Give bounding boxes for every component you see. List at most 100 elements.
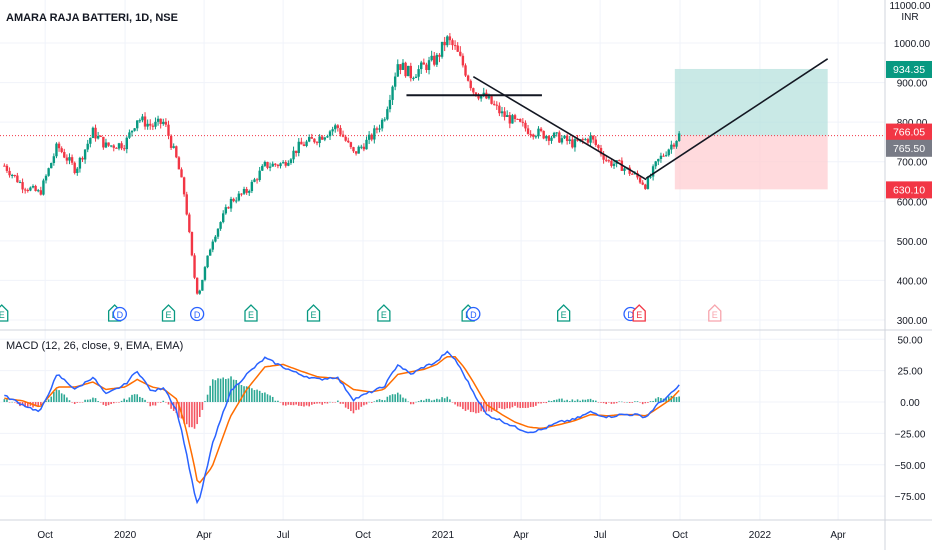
candle-body[interactable] bbox=[466, 75, 470, 81]
candle-body[interactable] bbox=[266, 161, 269, 168]
macd-histogram-bar[interactable] bbox=[535, 402, 537, 406]
macd-histogram-bar[interactable] bbox=[529, 402, 532, 408]
macd-histogram-bar[interactable] bbox=[73, 402, 76, 405]
macd-histogram-bar[interactable] bbox=[225, 379, 227, 403]
candle-body[interactable] bbox=[115, 147, 118, 149]
macd-histogram-bar[interactable] bbox=[40, 402, 42, 406]
candle-body[interactable] bbox=[274, 163, 277, 165]
candle-body[interactable] bbox=[469, 80, 472, 89]
macd-histogram-bar[interactable] bbox=[290, 402, 292, 406]
macd-histogram-bar[interactable] bbox=[495, 402, 498, 411]
macd-histogram-bar[interactable] bbox=[678, 396, 680, 403]
macd-histogram-bar[interactable] bbox=[428, 398, 430, 403]
candle-body[interactable] bbox=[112, 145, 115, 148]
candle-body[interactable] bbox=[326, 136, 329, 138]
macd-histogram-bar[interactable] bbox=[326, 402, 329, 404]
macd-histogram-bar[interactable] bbox=[339, 402, 342, 404]
candle-body[interactable] bbox=[459, 51, 462, 56]
candle-body[interactable] bbox=[396, 64, 399, 77]
candle-body[interactable] bbox=[292, 150, 295, 160]
candle-body[interactable] bbox=[195, 277, 199, 294]
candle-body[interactable] bbox=[313, 138, 316, 143]
candle-body[interactable] bbox=[565, 135, 569, 142]
candle-body[interactable] bbox=[521, 121, 525, 123]
candle-body[interactable] bbox=[555, 132, 558, 134]
macd-histogram-bar[interactable] bbox=[274, 400, 277, 403]
macd-histogram-bar[interactable] bbox=[185, 402, 188, 425]
macd-histogram-bar[interactable] bbox=[381, 399, 383, 403]
candle-body[interactable] bbox=[568, 139, 571, 142]
candle-body[interactable] bbox=[610, 160, 613, 166]
macd-histogram-bar[interactable] bbox=[11, 401, 13, 403]
macd-histogram-bar[interactable] bbox=[545, 402, 548, 404]
candle-body[interactable] bbox=[255, 179, 259, 181]
candle-body[interactable] bbox=[406, 65, 410, 77]
candle-body[interactable] bbox=[222, 213, 225, 223]
macd-histogram-bar[interactable] bbox=[459, 402, 462, 407]
macd-histogram-bar[interactable] bbox=[47, 399, 50, 403]
candle-body[interactable] bbox=[29, 187, 32, 191]
macd-histogram-bar[interactable] bbox=[657, 397, 660, 403]
candle-body[interactable] bbox=[60, 148, 63, 153]
macd-histogram-bar[interactable] bbox=[446, 396, 449, 403]
candle-body[interactable] bbox=[68, 157, 71, 161]
projection-line[interactable] bbox=[645, 58, 829, 180]
macd-histogram-bar[interactable] bbox=[347, 402, 350, 410]
candle-body[interactable] bbox=[78, 157, 82, 169]
macd-histogram-bar[interactable] bbox=[639, 402, 641, 403]
dividend-marker[interactable] bbox=[112, 306, 128, 322]
candle-body[interactable] bbox=[307, 137, 311, 142]
macd-histogram-bar[interactable] bbox=[636, 401, 639, 403]
macd-histogram-bar[interactable] bbox=[222, 377, 225, 403]
candle-body[interactable] bbox=[675, 140, 678, 147]
candle-body[interactable] bbox=[310, 137, 313, 139]
macd-histogram-bar[interactable] bbox=[329, 401, 331, 403]
candle-body[interactable] bbox=[227, 207, 230, 209]
candle-body[interactable] bbox=[524, 122, 527, 129]
macd-histogram-bar[interactable] bbox=[149, 402, 152, 407]
macd-histogram-bar[interactable] bbox=[365, 402, 368, 405]
candle-body[interactable] bbox=[21, 182, 24, 190]
dividend-marker[interactable] bbox=[466, 306, 481, 322]
macd-histogram-bar[interactable] bbox=[558, 398, 561, 403]
macd-histogram-bar[interactable] bbox=[394, 394, 396, 403]
candle-body[interactable] bbox=[235, 200, 238, 202]
macd-histogram-bar[interactable] bbox=[118, 402, 120, 403]
candle-body[interactable] bbox=[612, 163, 616, 166]
candle-body[interactable] bbox=[664, 155, 668, 157]
candle-body[interactable] bbox=[657, 158, 660, 162]
macd-histogram-bar[interactable] bbox=[376, 399, 378, 403]
macd-histogram-bar[interactable] bbox=[454, 402, 456, 405]
candle-body[interactable] bbox=[638, 177, 642, 183]
macd-histogram-bar[interactable] bbox=[284, 402, 287, 406]
macd-histogram-bar[interactable] bbox=[618, 401, 621, 403]
macd-histogram-bar[interactable] bbox=[13, 402, 16, 403]
candle-body[interactable] bbox=[323, 137, 327, 140]
candle-body[interactable] bbox=[76, 168, 79, 173]
macd-histogram-bar[interactable] bbox=[188, 402, 191, 428]
macd-histogram-bar[interactable] bbox=[589, 398, 592, 403]
candle-body[interactable] bbox=[438, 54, 441, 57]
candle-body[interactable] bbox=[13, 174, 16, 176]
candle-body[interactable] bbox=[618, 160, 621, 162]
candle-body[interactable] bbox=[81, 157, 84, 160]
candle-body[interactable] bbox=[315, 142, 319, 144]
candle-body[interactable] bbox=[646, 177, 650, 189]
candle-body[interactable] bbox=[214, 236, 217, 242]
candle-body[interactable] bbox=[552, 132, 556, 138]
candle-body[interactable] bbox=[347, 140, 350, 143]
target-zone[interactable] bbox=[674, 68, 828, 136]
candle-body[interactable] bbox=[70, 157, 74, 163]
macd-histogram-bar[interactable] bbox=[334, 402, 337, 403]
macd-histogram-bar[interactable] bbox=[391, 394, 394, 403]
macd-histogram-bar[interactable] bbox=[644, 402, 647, 404]
candle-body[interactable] bbox=[151, 125, 155, 127]
macd-histogram-bar[interactable] bbox=[141, 397, 144, 403]
candle-body[interactable] bbox=[362, 146, 366, 150]
candle-body[interactable] bbox=[534, 136, 538, 138]
candle-body[interactable] bbox=[599, 147, 603, 155]
macd-histogram-bar[interactable] bbox=[266, 394, 269, 403]
candle-body[interactable] bbox=[175, 146, 178, 158]
candle-body[interactable] bbox=[328, 131, 332, 137]
candle-body[interactable] bbox=[206, 255, 209, 268]
